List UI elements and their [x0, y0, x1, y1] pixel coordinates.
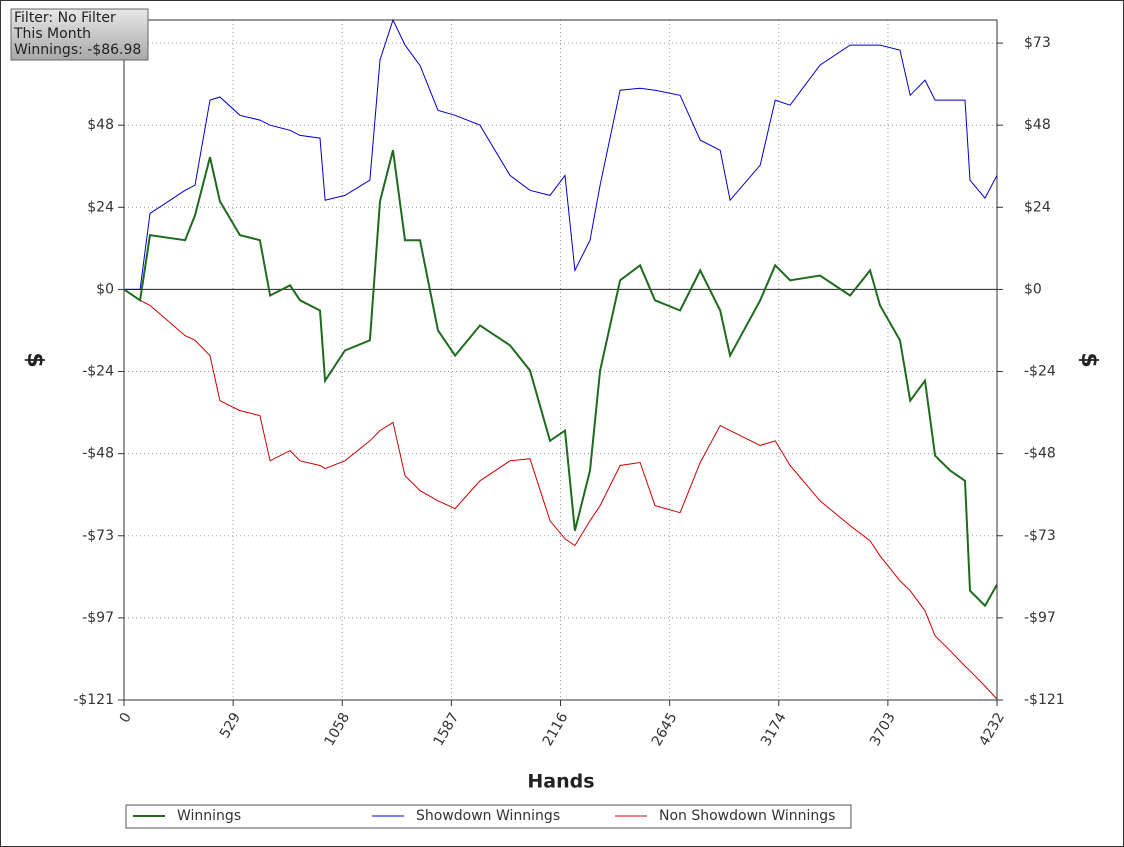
filter-box: Filter: No Filter This Month Winnings: -… — [10, 8, 149, 61]
y-tick-label: -$24 — [82, 364, 114, 380]
legend: Winnings Showdown Winnings Non Showdown Wi… — [125, 804, 852, 829]
filter-text: Filter: No Filter — [14, 10, 116, 26]
legend-label: Non Showdown Winnings — [659, 808, 835, 824]
plot-border — [123, 19, 998, 701]
series-line — [124, 18, 998, 290]
y2-tick-label: $48 — [1024, 117, 1051, 133]
y2-axis-label: $ — [1076, 352, 1101, 367]
filter-background — [10, 8, 149, 61]
y2-tick-label: $24 — [1024, 199, 1051, 215]
series-line — [123, 288, 998, 700]
y-tick-label: $24 — [87, 199, 114, 215]
y-tick-label: -$121 — [73, 692, 114, 708]
y2-tick-label: -$24 — [1024, 364, 1056, 380]
y-tick-label: -$97 — [82, 610, 114, 626]
y2-tick-label: -$48 — [1024, 446, 1056, 462]
winnings-text: Winnings: -$86.98 — [14, 42, 141, 58]
legend-box — [125, 804, 852, 829]
y-tick-label: -$73 — [82, 528, 114, 544]
y-tick-label: $48 — [87, 117, 114, 133]
y-tick-label: -$48 — [82, 446, 114, 462]
y-axis-label: $ — [22, 352, 47, 367]
series-line — [123, 150, 998, 608]
y2-tick-label: $73 — [1024, 35, 1051, 51]
y2-tick-label: -$73 — [1024, 528, 1056, 544]
period-text: This Month — [13, 26, 91, 42]
y-tick-label: $0 — [96, 281, 114, 297]
y2-tick-label: -$97 — [1024, 610, 1056, 626]
legend-label: Winnings — [177, 808, 241, 824]
y2-tick-label: $0 — [1024, 281, 1042, 297]
y2-tick-label: -$121 — [1024, 692, 1065, 708]
legend-label: Showdown Winnings — [416, 808, 560, 824]
x-axis-label: Hands — [527, 771, 594, 793]
